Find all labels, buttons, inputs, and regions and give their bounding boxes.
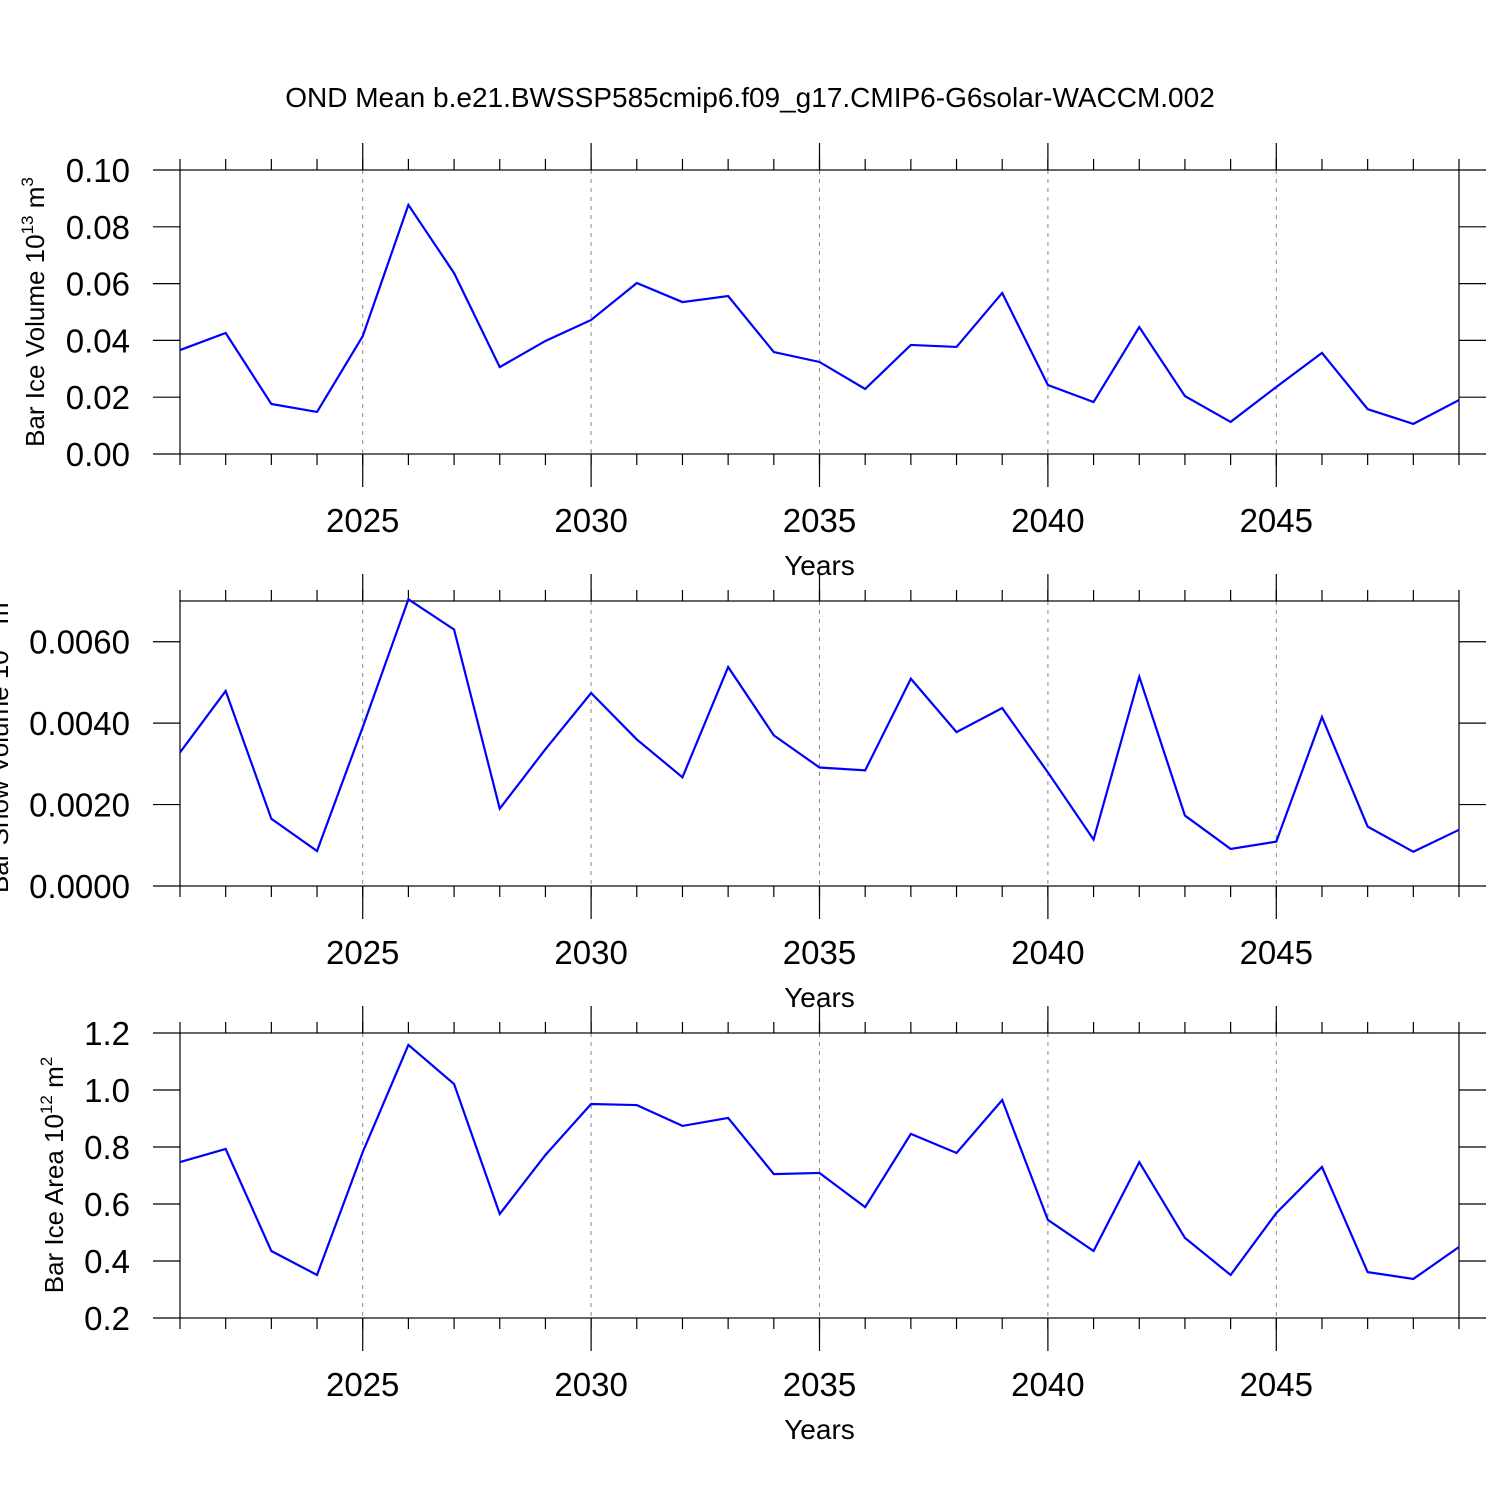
y-tick-label: 1.0 [84,1072,130,1109]
y-axis-label: Bar Ice Volume 1013 m3 [18,177,50,447]
y-tick-label: 0.8 [84,1129,130,1166]
y-axis-label-part: Bar Snow Volume 10 [0,650,14,893]
x-tick-label: 2035 [783,502,856,539]
x-tick-label: 2040 [1011,1366,1084,1403]
x-tick-label: 2025 [326,502,399,539]
y-tick-label: 0.06 [66,266,130,303]
y-axis-label: Bar Snow Volume 1013 m3 [0,593,14,893]
y-axis-label-part: 3 [0,593,1,602]
x-tick-label: 2045 [1240,1366,1313,1403]
x-tick-label: 2035 [783,934,856,971]
data-line [179,597,1460,854]
data-line [179,1043,1460,1281]
x-tick-label: 2045 [1240,934,1313,971]
y-tick-label: 0.08 [66,209,130,246]
y-tick-label: 0.2 [84,1300,130,1337]
y-tick-label: 1.2 [84,1015,130,1052]
x-tick-label: 2040 [1011,934,1084,971]
y-axis-label-part: m [0,602,14,631]
y-tick-label: 0.10 [66,152,130,189]
x-tick-label: 2025 [326,1366,399,1403]
plot-frame [179,1032,1460,1319]
y-axis-label-part: 3 [18,177,37,186]
x-tick-label: 2030 [554,502,627,539]
x-tick-label: 2025 [326,934,399,971]
x-axis-label: Years [784,1414,855,1445]
y-axis-label-part: m [39,1066,69,1095]
y-tick-label: 0.04 [66,322,130,359]
data-line [179,202,1460,426]
y-tick-label: 0.0020 [29,787,130,824]
figure-title: OND Mean b.e21.BWSSP585cmip6.f09_g17.CMI… [285,82,1215,113]
y-axis-label-part: 2 [37,1057,56,1066]
y-axis-label-part: 13 [0,631,1,650]
y-axis-label-part: 12 [37,1095,56,1114]
y-tick-label: 0.4 [84,1243,130,1280]
y-axis-label-part: 13 [18,215,37,234]
y-tick-label: 0.0000 [29,868,130,905]
y-tick-label: 0.6 [84,1186,130,1223]
x-tick-label: 2030 [554,1366,627,1403]
plot-frame [179,600,1460,887]
x-tick-label: 2030 [554,934,627,971]
y-tick-label: 0.00 [66,436,130,473]
y-axis-label-part: Bar Ice Area 10 [39,1114,69,1293]
y-axis-label-part: Bar Ice Volume 10 [20,234,50,446]
y-tick-label: 0.0060 [29,624,130,661]
x-tick-label: 2035 [783,1366,856,1403]
y-tick-label: 0.02 [66,379,130,416]
y-axis-label-part: m [20,187,50,216]
y-axis-label: Bar Ice Area 1012 m2 [37,1057,69,1294]
plot-frame [179,169,1460,455]
x-tick-label: 2040 [1011,502,1084,539]
x-tick-label: 2045 [1240,502,1313,539]
y-tick-label: 0.0040 [29,705,130,742]
